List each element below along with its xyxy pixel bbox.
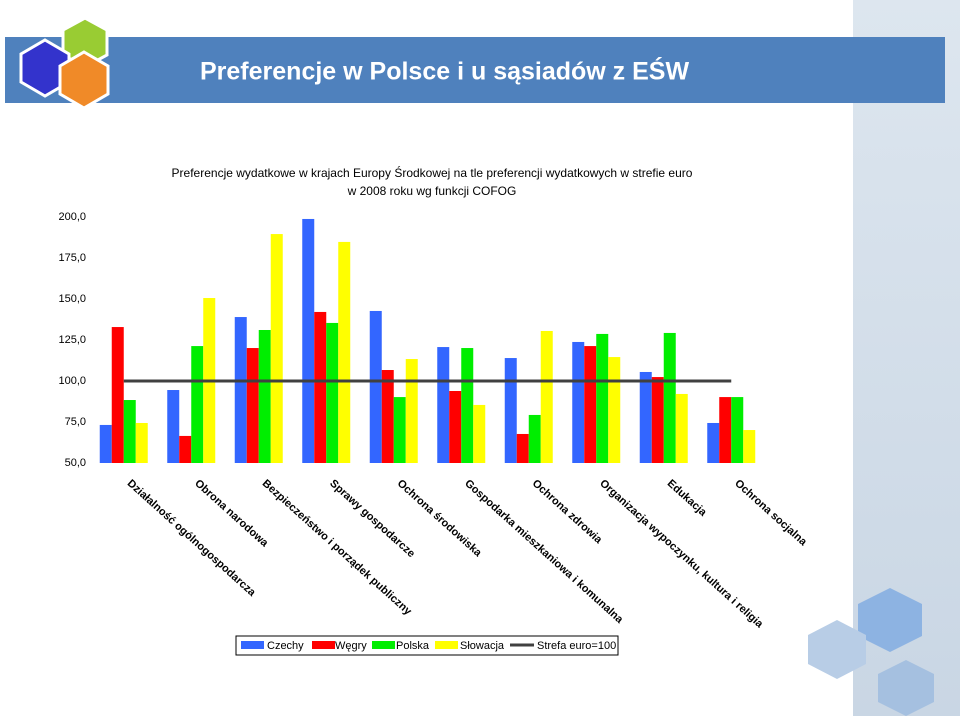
y-tick-label: 50,0 (65, 457, 86, 469)
bar (123, 400, 136, 463)
bar (234, 317, 247, 463)
y-tick-label: 75,0 (65, 416, 86, 428)
bar (651, 377, 664, 463)
bar (167, 390, 180, 463)
legend-swatch (435, 641, 458, 649)
bar (246, 348, 259, 463)
bar (608, 357, 621, 463)
legend-swatch (372, 641, 395, 649)
x-tick-label: Ochrona zdrowia (530, 477, 605, 546)
legend-label: Słowacja (460, 640, 505, 652)
bar (461, 348, 474, 463)
y-tick-label: 200,0 (58, 211, 86, 223)
bar (179, 435, 192, 463)
bar (516, 433, 529, 463)
bar (743, 430, 756, 463)
chart-title: w 2008 roku wg funkcji COFOG (347, 184, 517, 198)
bar (314, 311, 327, 463)
bar (572, 341, 585, 463)
bar (393, 397, 406, 463)
bar (584, 346, 597, 463)
y-tick-label: 150,0 (58, 293, 86, 305)
y-tick-label: 125,0 (58, 334, 86, 346)
bar (338, 241, 351, 463)
bar (719, 397, 732, 463)
bar (111, 327, 124, 463)
legend-label: Czechy (267, 640, 304, 652)
x-tick-label: Obrona narodowa (192, 477, 271, 549)
chart-title: Preferencje wydatkowe w krajach Europy Ś… (172, 165, 693, 180)
legend-label: Polska (396, 640, 430, 652)
bar (596, 333, 609, 463)
x-tick-label: Bezpieczeństwo i porządek publiczny (260, 477, 414, 618)
bar (473, 404, 486, 463)
y-tick-label: 175,0 (58, 252, 86, 264)
bar (663, 332, 676, 463)
legend-label: Strefa euro=100 (537, 640, 616, 652)
bar (405, 359, 418, 463)
bar (707, 422, 720, 463)
bar (639, 371, 652, 463)
legend-box (235, 635, 619, 656)
bar (258, 329, 271, 463)
bar (99, 424, 112, 463)
bar (675, 393, 688, 463)
bar (270, 234, 283, 463)
bar (528, 414, 541, 463)
slide-title: Preferencje w Polsce i u sąsiadów z EŚW (200, 56, 689, 86)
bar (437, 347, 450, 463)
bar (504, 358, 517, 463)
x-tick-label: Edukacja (665, 477, 710, 519)
header-bar (5, 37, 945, 103)
decoration (19, 16, 934, 716)
bar (540, 330, 553, 463)
y-tick-label: 100,0 (58, 375, 86, 387)
x-tick-label: Gospodarka mieszkaniowa i komunalna (462, 477, 626, 626)
bar (135, 422, 148, 463)
bar (731, 397, 744, 463)
x-tick-label: Działalność ogólnogospodarcza (125, 477, 259, 599)
bar (381, 370, 394, 463)
bar (449, 391, 462, 463)
legend-label: Węgry (335, 640, 367, 652)
bar (302, 218, 315, 463)
bar (191, 346, 204, 463)
legend-swatch (241, 641, 264, 649)
legend-swatch (312, 641, 335, 649)
bar (326, 322, 339, 463)
x-tick-label: Ochrona socjalna (732, 477, 809, 548)
bar (369, 310, 382, 463)
